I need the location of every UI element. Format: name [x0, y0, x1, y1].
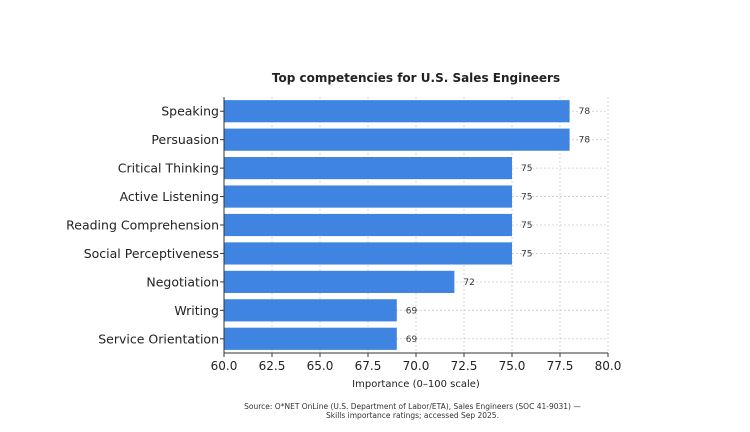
source-line-1: Source: O*NET OnLine (U.S. Department of…: [244, 402, 581, 411]
source-note: Source: O*NET OnLine (U.S. Department of…: [200, 402, 625, 420]
category-label: Negotiation: [146, 274, 219, 289]
category-label: Active Listening: [120, 189, 219, 204]
x-tick-label: 80.0: [595, 359, 622, 373]
data-label: 78: [579, 107, 591, 117]
x-tick-label: 67.5: [355, 359, 382, 373]
x-axis-label: Importance (0–100 scale): [352, 379, 480, 390]
labels: 60.0 62.5 65.0 67.5 70.0 72.5 75.0 77.5 80.0 Spea…: [66, 104, 621, 373]
x-tick-label: 60.0: [211, 359, 238, 373]
category-label: Persuasion: [151, 132, 219, 147]
x-tick-label: 62.5: [259, 359, 286, 373]
data-label: 69: [406, 335, 418, 345]
data-label: 78: [579, 136, 591, 146]
chart: Top competencies for U.S. Sales Engineer…: [66, 71, 621, 390]
data-label: 72: [463, 278, 474, 288]
category-label: Social Perceptiveness: [84, 246, 219, 261]
bar: [224, 213, 512, 237]
bar: [224, 327, 397, 350]
data-label: 69: [406, 306, 418, 316]
bar: [224, 270, 455, 293]
bars: [224, 100, 570, 350]
bar: [224, 100, 570, 123]
category-label: Reading Comprehension: [66, 218, 219, 233]
bar: [224, 128, 570, 151]
bar: [224, 299, 397, 322]
source-line-2: Skills importance ratings; accessed Sep …: [326, 411, 499, 420]
bar: [224, 185, 512, 208]
x-tick-label: 65.0: [307, 359, 334, 373]
data-label: 75: [521, 193, 532, 203]
chart-title: Top competencies for U.S. Sales Engineer…: [272, 71, 560, 85]
data-label: 75: [521, 249, 532, 259]
category-label: Critical Thinking: [118, 161, 219, 176]
category-label: Speaking: [161, 104, 219, 119]
bar: [224, 157, 512, 180]
data-label: 75: [521, 221, 532, 231]
x-tick-label: 75.0: [499, 359, 526, 373]
category-label: Writing: [174, 303, 219, 318]
x-tick-label: 70.0: [403, 359, 430, 373]
data-label: 75: [521, 164, 532, 174]
category-label: Service Orientation: [98, 331, 219, 346]
axes: [220, 97, 609, 357]
x-tick-label: 72.5: [451, 359, 478, 373]
bar: [224, 242, 512, 265]
x-tick-label: 77.5: [547, 359, 574, 373]
